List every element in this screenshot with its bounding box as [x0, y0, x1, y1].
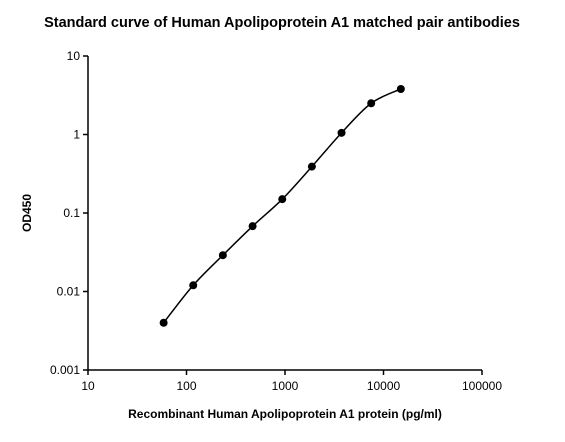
y-tick-label: 0.01 — [57, 285, 81, 299]
data-point — [396, 84, 405, 93]
x-tick-label: 1000 — [272, 379, 299, 393]
x-tick-label: 100000 — [462, 379, 502, 393]
data-point — [307, 162, 316, 171]
y-axis-label: OD450 — [20, 194, 34, 232]
x-tick-label: 100 — [176, 379, 196, 393]
data-point — [189, 281, 198, 290]
data-point — [248, 222, 257, 231]
data-point — [159, 318, 168, 327]
data-point — [337, 128, 346, 137]
y-tick-label: 1 — [73, 128, 80, 142]
x-axis-label: Recombinant Human Apolipoprotein A1 prot… — [128, 407, 442, 421]
x-tick-label: 10000 — [367, 379, 401, 393]
y-tick-label: 10 — [67, 49, 81, 63]
chart-title: Standard curve of Human Apolipoprotein A… — [44, 15, 520, 31]
fit-curve — [163, 88, 402, 324]
data-point — [278, 195, 287, 204]
x-tick-label: 10 — [81, 379, 95, 393]
y-tick-label: 0.001 — [50, 363, 80, 377]
data-point — [218, 251, 227, 260]
y-tick-label: 0.1 — [63, 206, 80, 220]
data-point — [367, 99, 376, 108]
